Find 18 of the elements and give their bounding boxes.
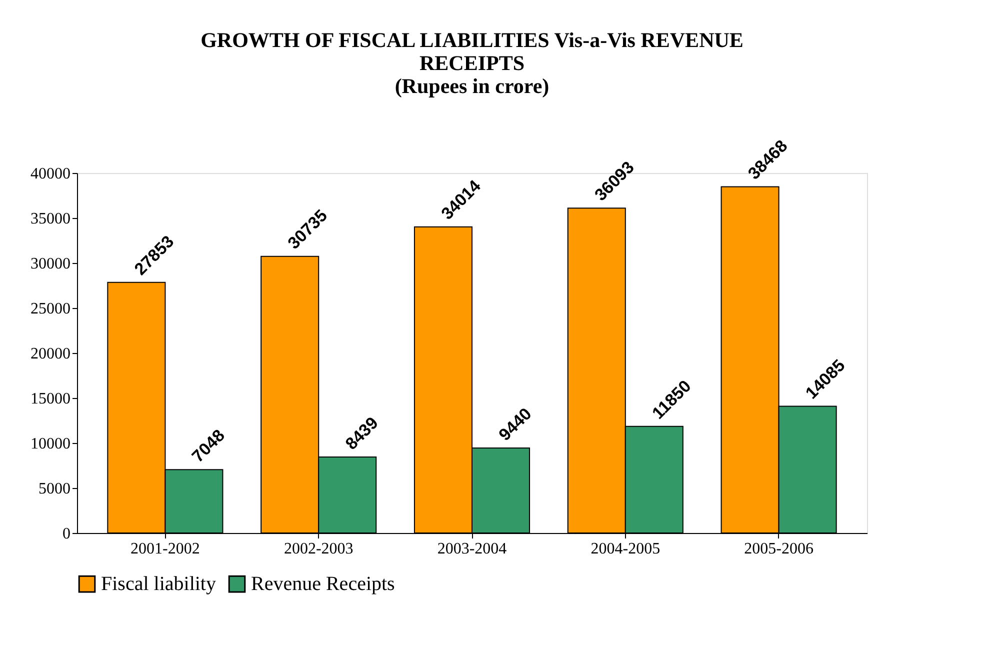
y-tick-label: 25000 (30, 300, 70, 318)
chart-subtitle: (Rupees in crore) (394, 74, 550, 98)
x-tick-label: 2004-2005 (590, 540, 660, 558)
x-tick-label: 2002-2003 (284, 540, 354, 558)
legend-label: Revenue Receipts (251, 573, 396, 596)
y-tick-label: 40000 (30, 166, 70, 182)
y-tick-label: 0 (62, 526, 70, 542)
chart-title: GROWTH OF FISCAL LIABILITIES Vis-a-Vis REVENUE RECEIPTS (200, 28, 744, 76)
legend-label: Fiscal liability (101, 573, 216, 596)
y-tick-label: 5000 (38, 480, 70, 498)
y-tick-label: 10000 (30, 436, 70, 452)
x-tick-label: 2005-2006 (744, 540, 814, 558)
x-tick-label: 2003-2004 (437, 540, 507, 558)
y-tick-label: 30000 (30, 256, 70, 272)
x-tick-label: 2001-2002 (130, 540, 200, 558)
y-tick-label: 20000 (30, 346, 70, 362)
y-tick-label: 35000 (30, 210, 70, 228)
y-tick-label: 15000 (30, 390, 70, 408)
